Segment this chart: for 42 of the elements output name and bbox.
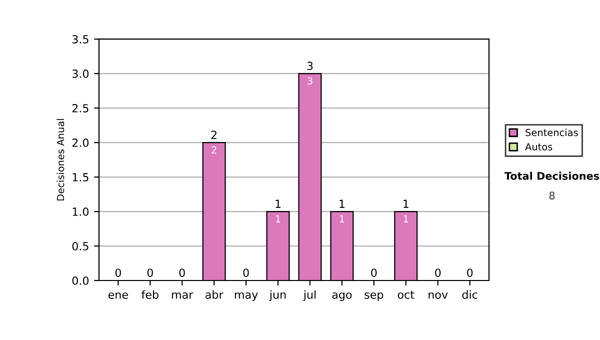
total-label: 0 xyxy=(115,268,121,277)
y-tick-label: 1.5 xyxy=(72,173,88,182)
x-tick-label: may xyxy=(234,292,258,301)
data-label: 1 xyxy=(276,215,280,222)
legend-label: Sentencias xyxy=(526,128,578,136)
total-label: 0 xyxy=(371,268,377,277)
data-label: 1 xyxy=(404,215,408,222)
legend-label: Autos xyxy=(525,143,552,150)
total-label: 2 xyxy=(211,130,217,139)
y-tick-label: 0.0 xyxy=(72,276,89,285)
total-label: 0 xyxy=(179,268,185,277)
x-tick-label: dic xyxy=(462,290,478,299)
y-tick-label: 0.5 xyxy=(72,242,88,250)
x-tick-label: ene xyxy=(108,292,128,299)
y-tick-label: 1.0 xyxy=(72,208,89,216)
x-tick-label: jul xyxy=(303,290,316,301)
x-tick-label: mar xyxy=(172,292,194,299)
total-label: 1 xyxy=(340,200,344,208)
total-label: 0 xyxy=(435,268,441,277)
x-tick-label: nov xyxy=(428,292,448,299)
x-tick-label: jun xyxy=(269,290,286,301)
total-label: 3 xyxy=(307,62,313,70)
y-tick-label: 2.0 xyxy=(72,138,89,147)
data-label: 1 xyxy=(340,215,344,222)
total-label: 0 xyxy=(243,268,249,277)
total-label: 0 xyxy=(147,268,153,277)
x-tick-label: feb xyxy=(142,290,158,299)
x-tick-label: ago xyxy=(332,292,352,301)
text: Total Decisiones xyxy=(504,172,600,180)
data-label: 2 xyxy=(212,146,216,154)
y-tick-label: 2.5 xyxy=(72,104,88,112)
data-label: 3 xyxy=(308,77,312,85)
y-tick-label: 3.0 xyxy=(72,70,89,78)
x-tick-label: oct xyxy=(398,290,414,299)
x-tick-label: abr xyxy=(206,290,224,299)
y-axis-title: Decisiones Anual xyxy=(56,119,64,200)
x-tick-label: sep xyxy=(364,292,384,301)
total-label: 1 xyxy=(276,200,281,208)
y-tick-label: 3.5 xyxy=(72,35,88,44)
total-label: 0 xyxy=(467,268,473,277)
text: 8 xyxy=(549,192,555,200)
total-label: 1 xyxy=(404,200,408,208)
